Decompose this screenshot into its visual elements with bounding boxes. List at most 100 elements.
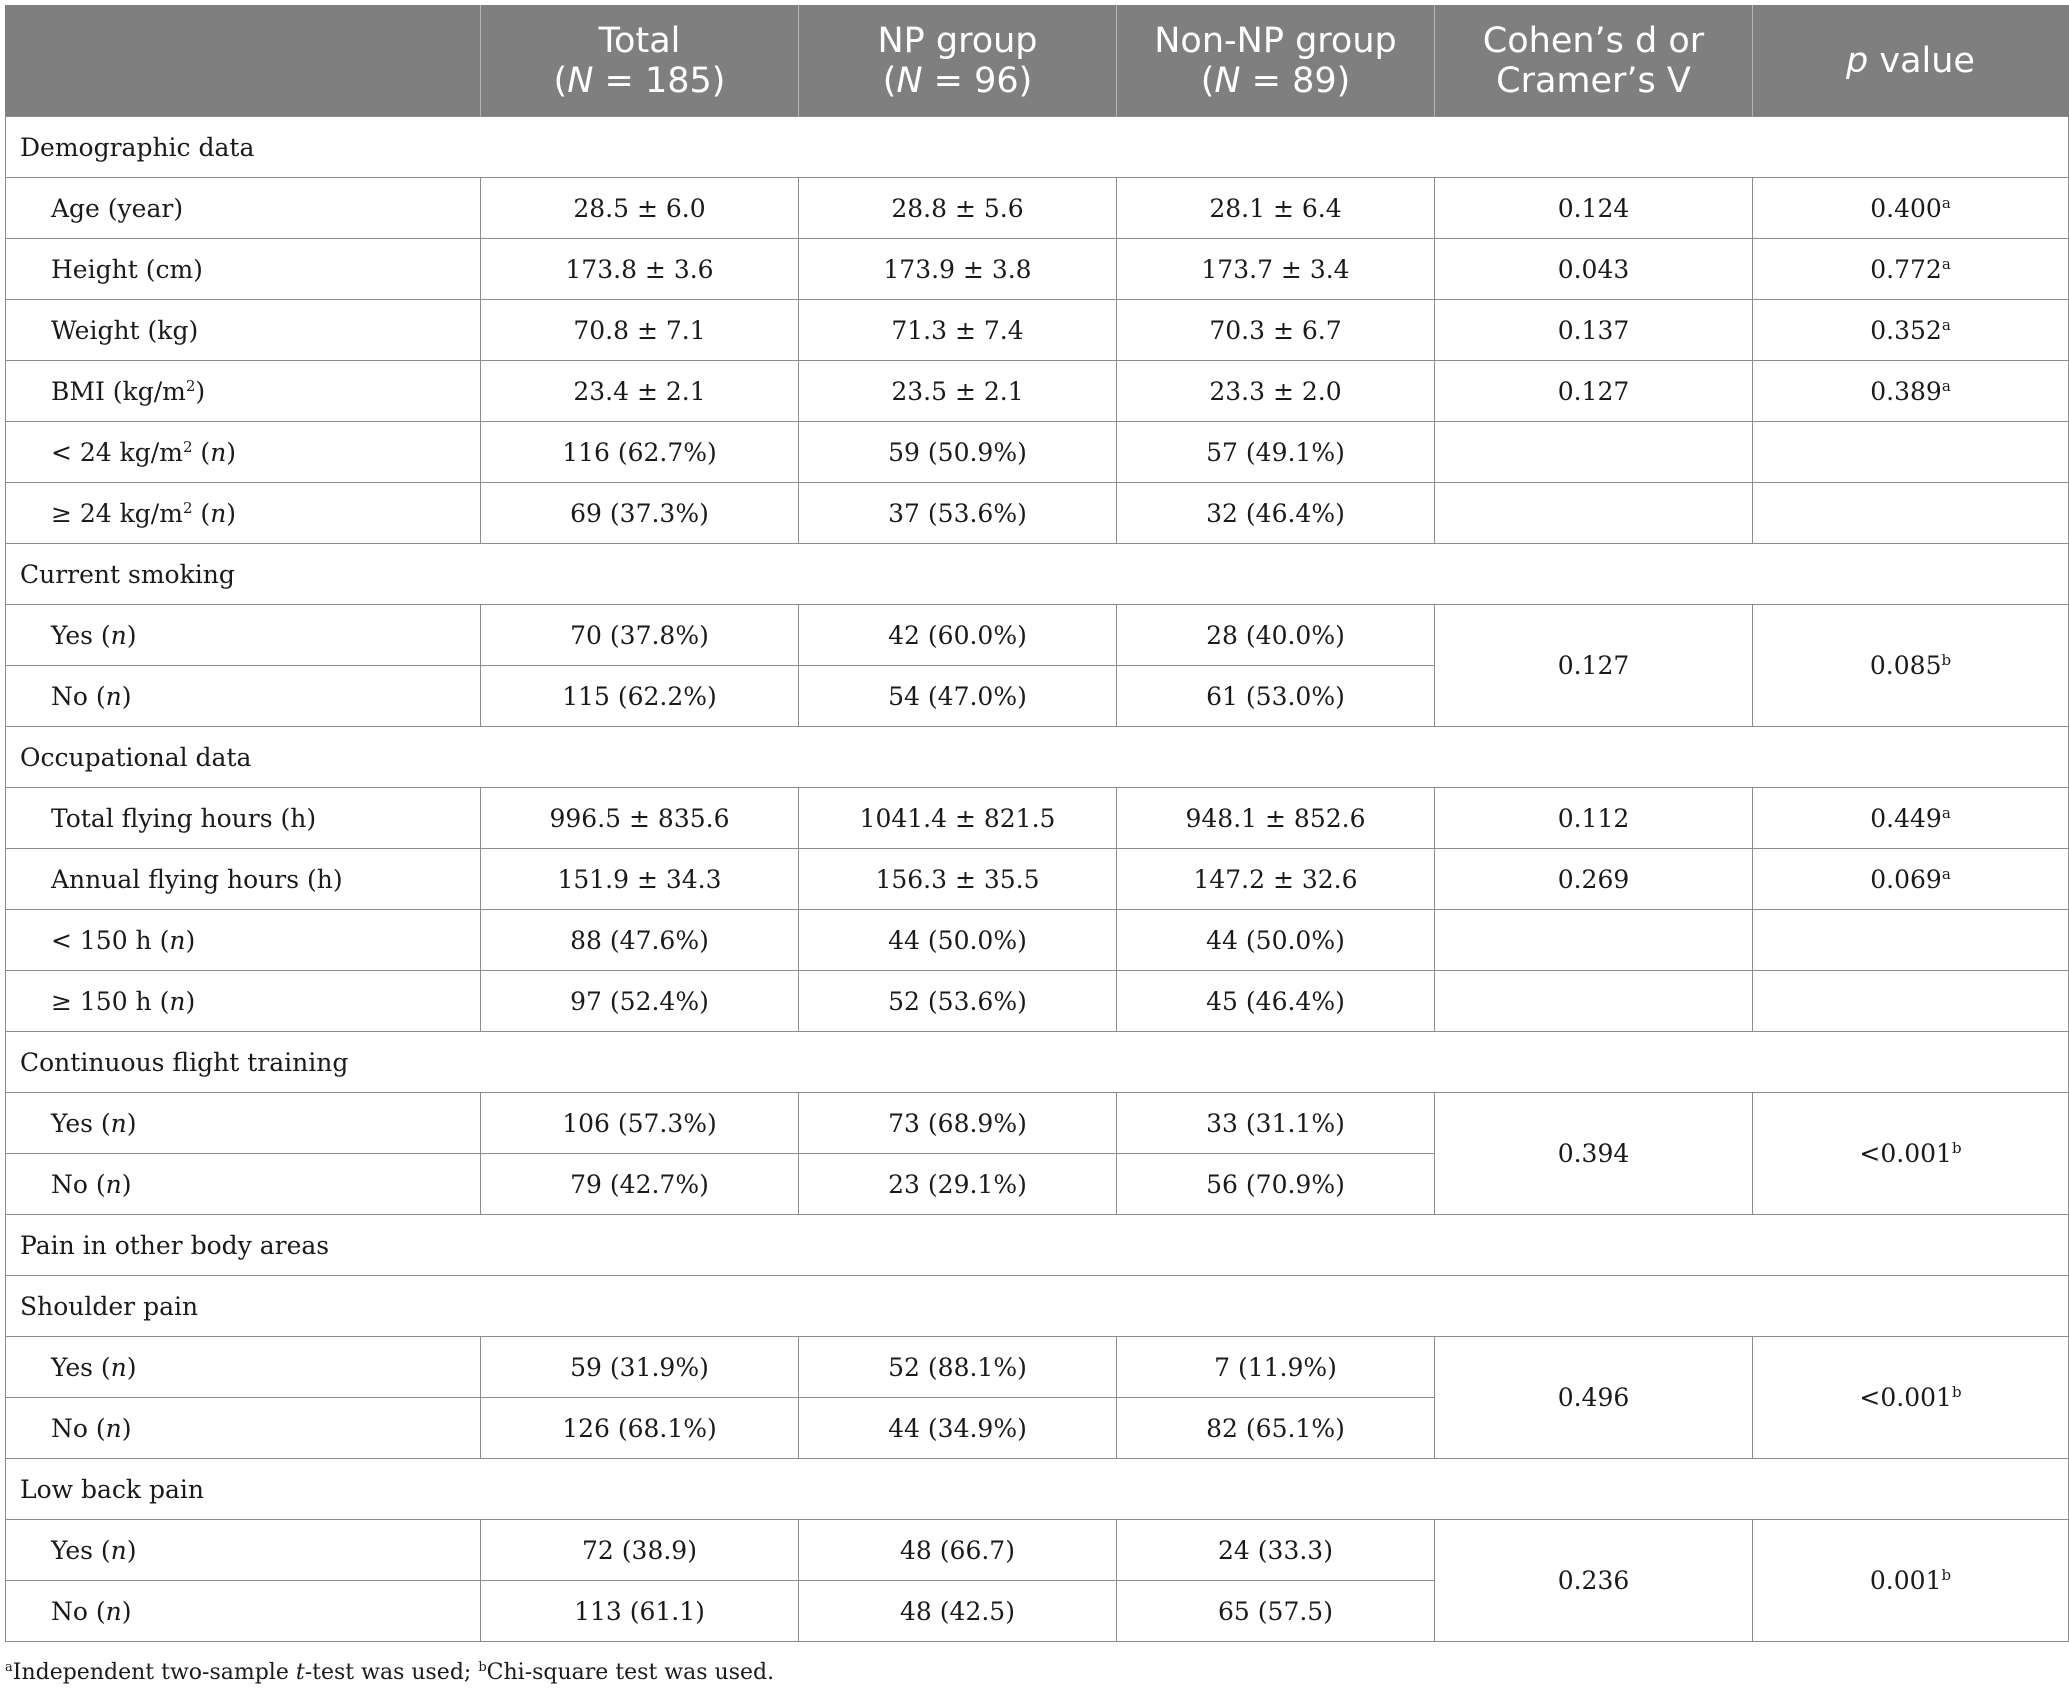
- row-label: Height (cm): [5, 238, 481, 300]
- cell-p: [1752, 909, 2069, 971]
- cell-total: 59 (31.9%): [480, 1336, 799, 1398]
- cell-total: 72 (38.9): [480, 1519, 799, 1581]
- table-row-weight: Weight (kg) 70.8 ± 7.1 71.3 ± 7.4 70.3 ±…: [5, 299, 2069, 361]
- row-label: Annual flying hours (h): [5, 848, 481, 910]
- section-demographic: Demographic data: [5, 116, 2069, 178]
- header-p-value: p value: [1752, 5, 2069, 117]
- cell-total: 79 (42.7%): [480, 1153, 799, 1215]
- cell-non-np: 44 (50.0%): [1116, 909, 1435, 971]
- section-row: Shoulder pain: [5, 1275, 2069, 1337]
- row-label: Yes (n): [5, 1519, 481, 1581]
- cell-non-np: 82 (65.1%): [1116, 1397, 1435, 1459]
- row-label: Yes (n): [5, 604, 481, 666]
- table-row-bmi-lt24: < 24 kg/m2 (n) 116 (62.7%) 59 (50.9%) 57…: [5, 421, 2069, 483]
- cell-total: 151.9 ± 34.3: [480, 848, 799, 910]
- row-label: Weight (kg): [5, 299, 481, 361]
- cell-non-np: 57 (49.1%): [1116, 421, 1435, 483]
- cell-total: 126 (68.1%): [480, 1397, 799, 1459]
- header-row: Total (N = 185) NP group (N = 96) Non-NP g…: [5, 5, 2069, 117]
- cell-non-np: 173.7 ± 3.4: [1116, 238, 1435, 300]
- table-row-bmi-ge24: ≥ 24 kg/m2 (n) 69 (37.3%) 37 (53.6%) 32 …: [5, 482, 2069, 544]
- cell-non-np: 948.1 ± 852.6: [1116, 787, 1435, 849]
- cell-np: 23.5 ± 2.1: [798, 360, 1117, 422]
- cell-total: 996.5 ± 835.6: [480, 787, 799, 849]
- table-row-hours-ge150: ≥ 150 h (n) 97 (52.4%) 52 (53.6%) 45 (46…: [5, 970, 2069, 1032]
- cell-effect: 0.043: [1434, 238, 1753, 300]
- row-label: ≥ 150 h (n): [5, 970, 481, 1032]
- cell-total: 116 (62.7%): [480, 421, 799, 483]
- section-lowback: Low back pain: [5, 1458, 2069, 1520]
- cell-np: 37 (53.6%): [798, 482, 1117, 544]
- cell-total: 115 (62.2%): [480, 665, 799, 727]
- cell-p: <0.001b: [1752, 1336, 2069, 1459]
- header-variable: [5, 5, 481, 117]
- cell-p: 0.085b: [1752, 604, 2069, 727]
- table-row-annual-hours: Annual flying hours (h) 151.9 ± 34.3 156…: [5, 848, 2069, 910]
- cell-np: 48 (42.5): [798, 1580, 1117, 1642]
- cell-non-np: 28.1 ± 6.4: [1116, 177, 1435, 239]
- section-row: Low back pain: [5, 1458, 2069, 1520]
- section-row: Pain in other body areas: [5, 1214, 2069, 1276]
- table-row-age: Age (year) 28.5 ± 6.0 28.8 ± 5.6 28.1 ± …: [5, 177, 2069, 239]
- cell-non-np: 32 (46.4%): [1116, 482, 1435, 544]
- cell-effect: 0.394: [1434, 1092, 1753, 1215]
- row-label: < 150 h (n): [5, 909, 481, 971]
- cell-np: 48 (66.7): [798, 1519, 1117, 1581]
- section-occupational: Occupational data: [5, 726, 2069, 788]
- table-row-height: Height (cm) 173.8 ± 3.6 173.9 ± 3.8 173.…: [5, 238, 2069, 300]
- table-row-shoulder-no: No (n) 126 (68.1%) 44 (34.9%) 82 (65.1%): [5, 1397, 2069, 1459]
- row-label: Age (year): [5, 177, 481, 239]
- cell-np: 156.3 ± 35.5: [798, 848, 1117, 910]
- cell-np: 44 (50.0%): [798, 909, 1117, 971]
- section-pain-other: Pain in other body areas: [5, 1214, 2069, 1276]
- cell-effect: [1434, 421, 1753, 483]
- cell-total: 173.8 ± 3.6: [480, 238, 799, 300]
- table-row-cont-no: No (n) 79 (42.7%) 23 (29.1%) 56 (70.9%): [5, 1153, 2069, 1215]
- cell-total: 106 (57.3%): [480, 1092, 799, 1154]
- section-row: Current smoking: [5, 543, 2069, 605]
- table-row-cont-yes: Yes (n) 106 (57.3%) 73 (68.9%) 33 (31.1%…: [5, 1092, 2069, 1215]
- table-container: Total (N = 185) NP group (N = 96) Non-NP g…: [5, 5, 2069, 1642]
- header-np-group: NP group (N = 96): [798, 5, 1117, 117]
- row-label: BMI (kg/m2): [5, 360, 481, 422]
- cell-effect: 0.124: [1434, 177, 1753, 239]
- cell-p: 0.772a: [1752, 238, 2069, 300]
- cell-p: [1752, 421, 2069, 483]
- cell-total: 69 (37.3%): [480, 482, 799, 544]
- header-non-np-group: Non-NP group (N = 89): [1116, 5, 1435, 117]
- section-row: Continuous flight training: [5, 1031, 2069, 1093]
- cell-np: 73 (68.9%): [798, 1092, 1117, 1154]
- section-row: Demographic data: [5, 116, 2069, 178]
- cell-p: [1752, 482, 2069, 544]
- cell-np: 28.8 ± 5.6: [798, 177, 1117, 239]
- section-continuous: Continuous flight training: [5, 1031, 2069, 1093]
- table-row-bmi: BMI (kg/m2) 23.4 ± 2.1 23.5 ± 2.1 23.3 ±…: [5, 360, 2069, 422]
- section-shoulder: Shoulder pain: [5, 1275, 2069, 1337]
- cell-effect: [1434, 909, 1753, 971]
- cell-non-np: 23.3 ± 2.0: [1116, 360, 1435, 422]
- cell-effect: 0.112: [1434, 787, 1753, 849]
- row-label: No (n): [5, 1397, 481, 1459]
- cell-p: 0.389a: [1752, 360, 2069, 422]
- table-row-hours-lt150: < 150 h (n) 88 (47.6%) 44 (50.0%) 44 (50…: [5, 909, 2069, 971]
- header-effect-size: Cohen’s d or Cramer’s V: [1434, 5, 1753, 117]
- section-row: Occupational data: [5, 726, 2069, 788]
- row-label: < 24 kg/m2 (n): [5, 421, 481, 483]
- cell-non-np: 45 (46.4%): [1116, 970, 1435, 1032]
- header-total: Total (N = 185): [480, 5, 799, 117]
- table-row-smoking-yes: Yes (n) 70 (37.8%) 42 (60.0%) 28 (40.0%)…: [5, 604, 2069, 727]
- cell-non-np: 65 (57.5): [1116, 1580, 1435, 1642]
- cell-effect: 0.236: [1434, 1519, 1753, 1642]
- cell-effect: 0.127: [1434, 360, 1753, 422]
- row-label: No (n): [5, 665, 481, 727]
- cell-np: 173.9 ± 3.8: [798, 238, 1117, 300]
- cell-total: 28.5 ± 6.0: [480, 177, 799, 239]
- cell-non-np: 33 (31.1%): [1116, 1092, 1435, 1154]
- table-row-shoulder-yes: Yes (n) 59 (31.9%) 52 (88.1%) 7 (11.9%) …: [5, 1336, 2069, 1459]
- cell-non-np: 147.2 ± 32.6: [1116, 848, 1435, 910]
- cell-np: 59 (50.9%): [798, 421, 1117, 483]
- cell-non-np: 70.3 ± 6.7: [1116, 299, 1435, 361]
- cell-non-np: 28 (40.0%): [1116, 604, 1435, 666]
- cell-non-np: 24 (33.3): [1116, 1519, 1435, 1581]
- cell-np: 52 (53.6%): [798, 970, 1117, 1032]
